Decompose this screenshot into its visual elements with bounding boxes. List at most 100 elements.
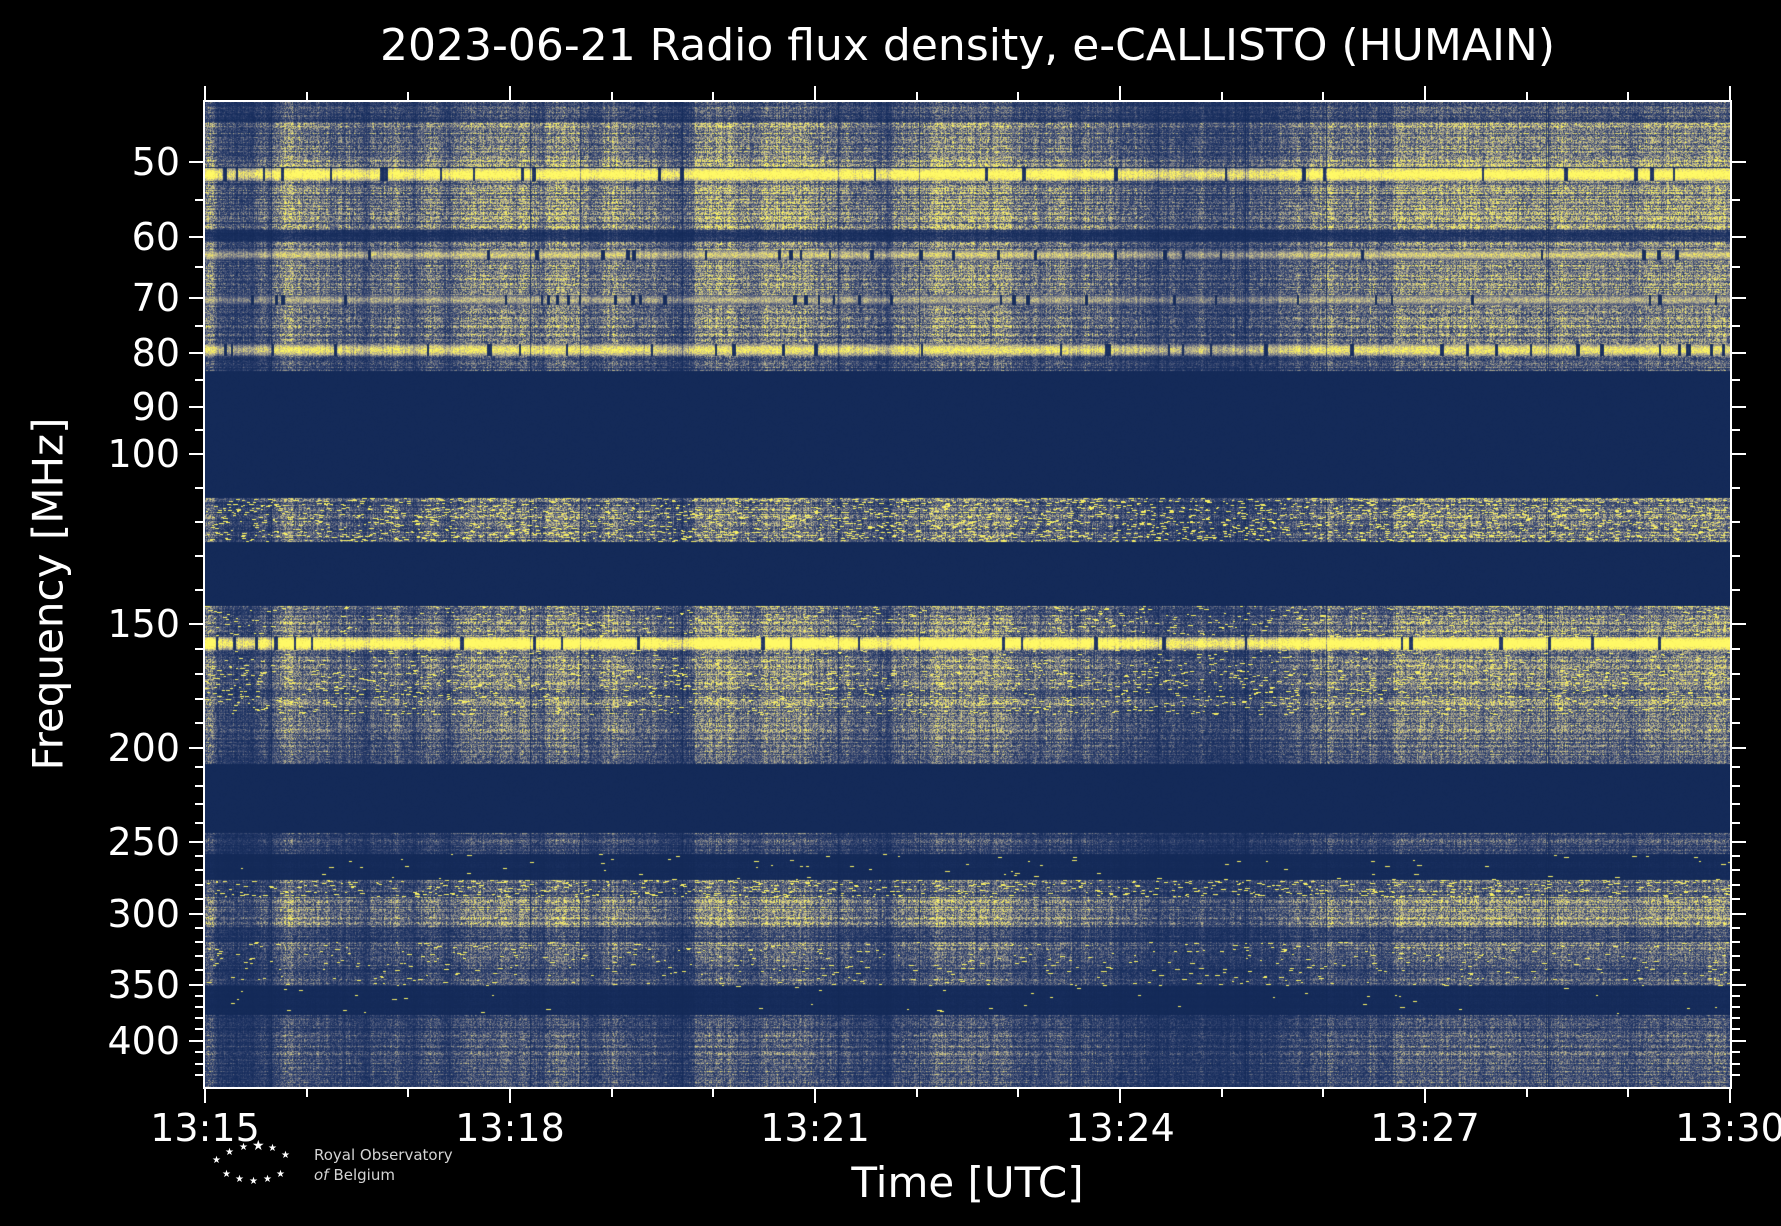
tick-mark	[189, 1040, 203, 1042]
tick-mark	[195, 555, 203, 557]
tick-mark	[306, 92, 308, 100]
tick-mark	[189, 623, 203, 625]
y-tick-label: 50	[131, 140, 180, 184]
tick-mark	[195, 1028, 203, 1030]
y-tick-label: 150	[107, 602, 180, 646]
tick-mark	[1732, 698, 1740, 700]
tick-mark	[195, 673, 203, 675]
tick-mark	[1732, 1006, 1740, 1008]
tick-mark	[195, 1051, 203, 1053]
tick-mark	[1322, 92, 1324, 100]
tick-mark	[189, 297, 203, 299]
tick-mark	[1732, 1040, 1746, 1042]
x-tick-label: 13:24	[1065, 1106, 1175, 1150]
tick-mark	[1732, 913, 1746, 915]
tick-mark	[195, 266, 203, 268]
tick-mark	[189, 841, 203, 843]
tick-mark	[1732, 1017, 1740, 1019]
tick-mark	[1322, 1089, 1324, 1097]
tick-mark	[611, 1089, 613, 1097]
star-icon	[222, 1170, 231, 1180]
tick-mark	[509, 86, 511, 100]
tick-mark	[407, 92, 409, 100]
tick-mark	[195, 487, 203, 489]
tick-mark	[1221, 92, 1223, 100]
tick-mark	[1732, 941, 1740, 943]
tick-mark	[1732, 623, 1746, 625]
tick-mark	[195, 199, 203, 201]
tick-mark	[189, 913, 203, 915]
tick-mark	[195, 969, 203, 971]
tick-mark	[195, 955, 203, 957]
tick-mark	[1732, 406, 1746, 408]
tick-mark	[195, 884, 203, 886]
tick-mark	[195, 785, 203, 787]
x-tick-label: 13:18	[455, 1106, 565, 1150]
tick-mark	[1627, 1089, 1629, 1097]
tick-mark	[1732, 325, 1740, 327]
tick-mark	[1732, 785, 1740, 787]
tick-mark	[195, 803, 203, 805]
rob-logo-text: Royal Observatory of Belgium	[314, 1146, 453, 1185]
tick-mark	[195, 1074, 203, 1076]
tick-mark	[1732, 487, 1740, 489]
tick-mark	[1732, 673, 1740, 675]
tick-mark	[1732, 766, 1740, 768]
star-icon	[249, 1177, 258, 1187]
tick-mark	[1732, 379, 1740, 381]
tick-mark	[1732, 429, 1740, 431]
tick-mark	[1732, 898, 1740, 900]
tick-mark	[195, 766, 203, 768]
tick-mark	[916, 1089, 918, 1097]
tick-mark	[1221, 1089, 1223, 1097]
tick-mark	[1119, 86, 1121, 100]
tick-mark	[1732, 884, 1740, 886]
y-tick-label: 350	[107, 963, 180, 1007]
star-icon	[239, 1143, 248, 1153]
tick-mark	[189, 161, 203, 163]
tick-mark	[1732, 555, 1740, 557]
tick-mark	[306, 1089, 308, 1097]
tick-mark	[1732, 199, 1740, 201]
tick-mark	[814, 1089, 816, 1103]
tick-mark	[195, 898, 203, 900]
tick-mark	[1732, 855, 1740, 857]
tick-mark	[1732, 822, 1740, 824]
tick-mark	[1729, 1089, 1731, 1103]
tick-mark	[611, 92, 613, 100]
tick-mark	[195, 941, 203, 943]
tick-mark	[509, 1089, 511, 1103]
tick-mark	[195, 589, 203, 591]
tick-mark	[814, 86, 816, 100]
rob-logo-text-line2: of Belgium	[314, 1165, 395, 1184]
tick-mark	[189, 352, 203, 354]
tick-mark	[1017, 1089, 1019, 1097]
star-icon	[252, 1139, 265, 1153]
tick-mark	[189, 984, 203, 986]
tick-mark	[1627, 92, 1629, 100]
x-tick-label: 13:27	[1370, 1106, 1480, 1150]
tick-mark	[195, 648, 203, 650]
tick-mark	[195, 927, 203, 929]
tick-mark	[195, 855, 203, 857]
tick-mark	[189, 453, 203, 455]
star-icon	[281, 1151, 290, 1161]
star-icon	[225, 1148, 234, 1158]
y-tick-label: 400	[107, 1019, 180, 1063]
star-icon	[263, 1175, 272, 1185]
tick-mark	[1017, 92, 1019, 100]
star-icon	[276, 1170, 285, 1180]
tick-mark	[1732, 521, 1740, 523]
tick-mark	[204, 86, 206, 100]
tick-mark	[1732, 589, 1740, 591]
y-tick-label: 90	[131, 385, 180, 429]
star-icon	[268, 1144, 277, 1154]
tick-mark	[916, 92, 918, 100]
tick-mark	[195, 822, 203, 824]
tick-mark	[195, 1006, 203, 1008]
tick-mark	[1119, 1089, 1121, 1103]
tick-mark	[1732, 747, 1746, 749]
tick-mark	[1732, 297, 1746, 299]
tick-mark	[1732, 236, 1746, 238]
tick-mark	[1732, 803, 1740, 805]
